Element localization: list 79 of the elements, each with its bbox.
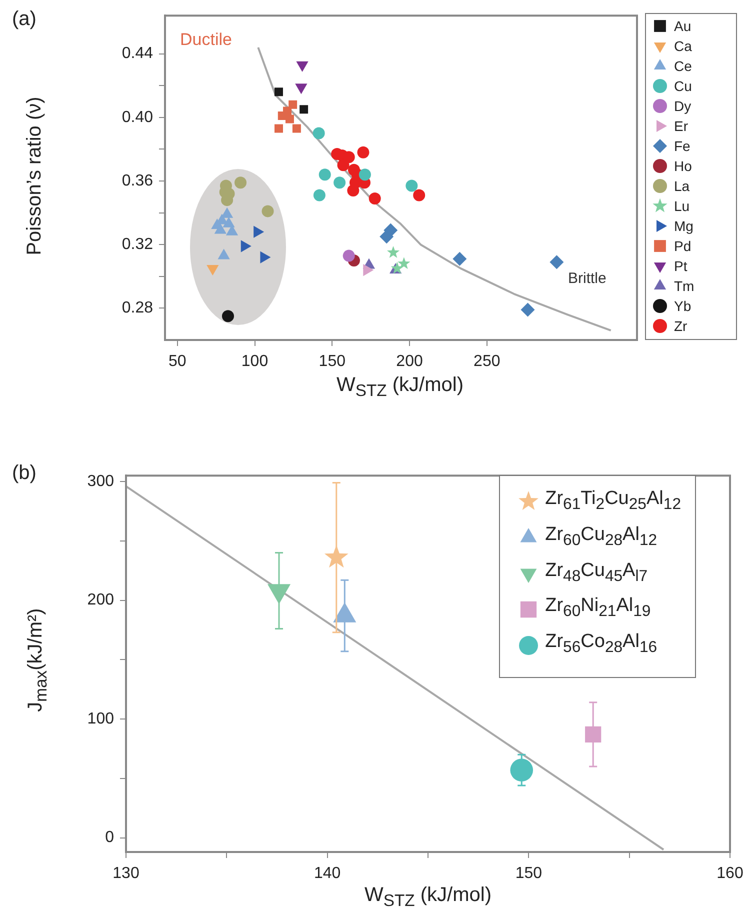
- annotation: Brittle: [568, 270, 606, 287]
- point: [347, 184, 360, 197]
- x-axis-title: W$_{STZ}$ (kJ/mol): [336, 374, 464, 401]
- legend-label: Zr$_{48}$Cu$_{45}$A$_{l7}$: [545, 558, 648, 586]
- y-tick-label: 0.36: [122, 172, 154, 190]
- point: [520, 302, 535, 317]
- point: [218, 248, 230, 260]
- y-tick-label: 100: [87, 710, 114, 728]
- point: [274, 124, 283, 133]
- y-tick-label: 0: [105, 829, 114, 846]
- chart-title: (b): [12, 462, 36, 485]
- x-tick-label: 160: [716, 865, 744, 882]
- annotation: Ductile: [180, 30, 232, 50]
- y-tick-label: 0.28: [122, 300, 154, 317]
- legend-label: Zr$_{56}$Co$_{28}$Al$_{16}$: [545, 630, 658, 658]
- y-tick-label: 0.40: [122, 108, 154, 126]
- chart-title: (a): [12, 8, 36, 31]
- legend-label: Tm: [674, 277, 694, 296]
- y-axis-title: Poisson’s ratio (ν): [24, 96, 46, 256]
- point: [300, 105, 308, 114]
- legend-label: Zr: [674, 317, 688, 336]
- legend-label: Lu: [674, 197, 690, 216]
- point: [222, 310, 234, 322]
- x-tick-label: 140: [314, 865, 341, 882]
- x-tick-label: 200: [396, 353, 423, 370]
- legend-label: Dy: [674, 97, 692, 116]
- point: [550, 255, 564, 270]
- legend-label: La: [674, 177, 690, 196]
- y-tick-label: 200: [87, 592, 114, 609]
- legend-label: Ce: [674, 57, 692, 76]
- legend-label: Zr$_{61}$Ti$_{2}$Cu$_{25}$Al$_{12}$: [545, 487, 681, 515]
- point: [380, 230, 394, 244]
- point: [318, 168, 331, 181]
- x-axis-title: W$_{STZ}$ (kJ/mol): [364, 884, 492, 911]
- x-tick-label: 50: [168, 353, 186, 370]
- legend-label: Ca: [674, 37, 692, 56]
- legend-label: Fe: [674, 137, 690, 156]
- point: [342, 250, 355, 262]
- point: [274, 88, 283, 96]
- legend-label: Yb: [674, 297, 692, 316]
- point: [406, 180, 418, 192]
- point: [413, 189, 426, 202]
- legend-label: Zr$_{60}$Ni$_{21}$Al$_{19}$: [545, 594, 651, 622]
- point: [368, 192, 381, 204]
- legend-label: Zr$_{60}$Cu$_{28}$Al$_{12}$: [545, 522, 658, 551]
- legend-label: Pd: [674, 237, 692, 256]
- legend-label: Mg: [674, 217, 694, 236]
- point: [288, 100, 298, 109]
- point: [262, 205, 274, 218]
- point: [357, 146, 370, 158]
- x-tick-label: 100: [241, 353, 268, 370]
- point: [295, 84, 308, 94]
- point: [337, 159, 350, 172]
- point: [324, 544, 348, 568]
- point: [285, 114, 294, 124]
- point: [334, 176, 346, 189]
- point: [358, 168, 371, 181]
- legend-label: Pt: [674, 257, 688, 276]
- point: [312, 127, 325, 140]
- x-tick-label: 130: [112, 865, 140, 882]
- point: [234, 176, 247, 189]
- y-tick-label: 300: [87, 472, 114, 490]
- y-tick-label: 0.32: [122, 236, 154, 253]
- point: [296, 61, 308, 72]
- legend-label: Au: [674, 17, 692, 36]
- legend-label: Ho: [674, 157, 692, 176]
- point: [398, 257, 410, 270]
- point: [278, 112, 286, 120]
- x-tick-label: 150: [318, 353, 346, 370]
- legend-label: Cu: [674, 77, 692, 96]
- y-tick-label: 0.44: [122, 45, 154, 62]
- point: [510, 758, 534, 782]
- point: [386, 246, 400, 258]
- point: [452, 252, 467, 266]
- legend-label: Er: [674, 117, 688, 136]
- x-tick-label: 250: [474, 353, 500, 370]
- point: [313, 189, 326, 202]
- point: [292, 124, 301, 133]
- x-tick-label: 150: [515, 865, 542, 882]
